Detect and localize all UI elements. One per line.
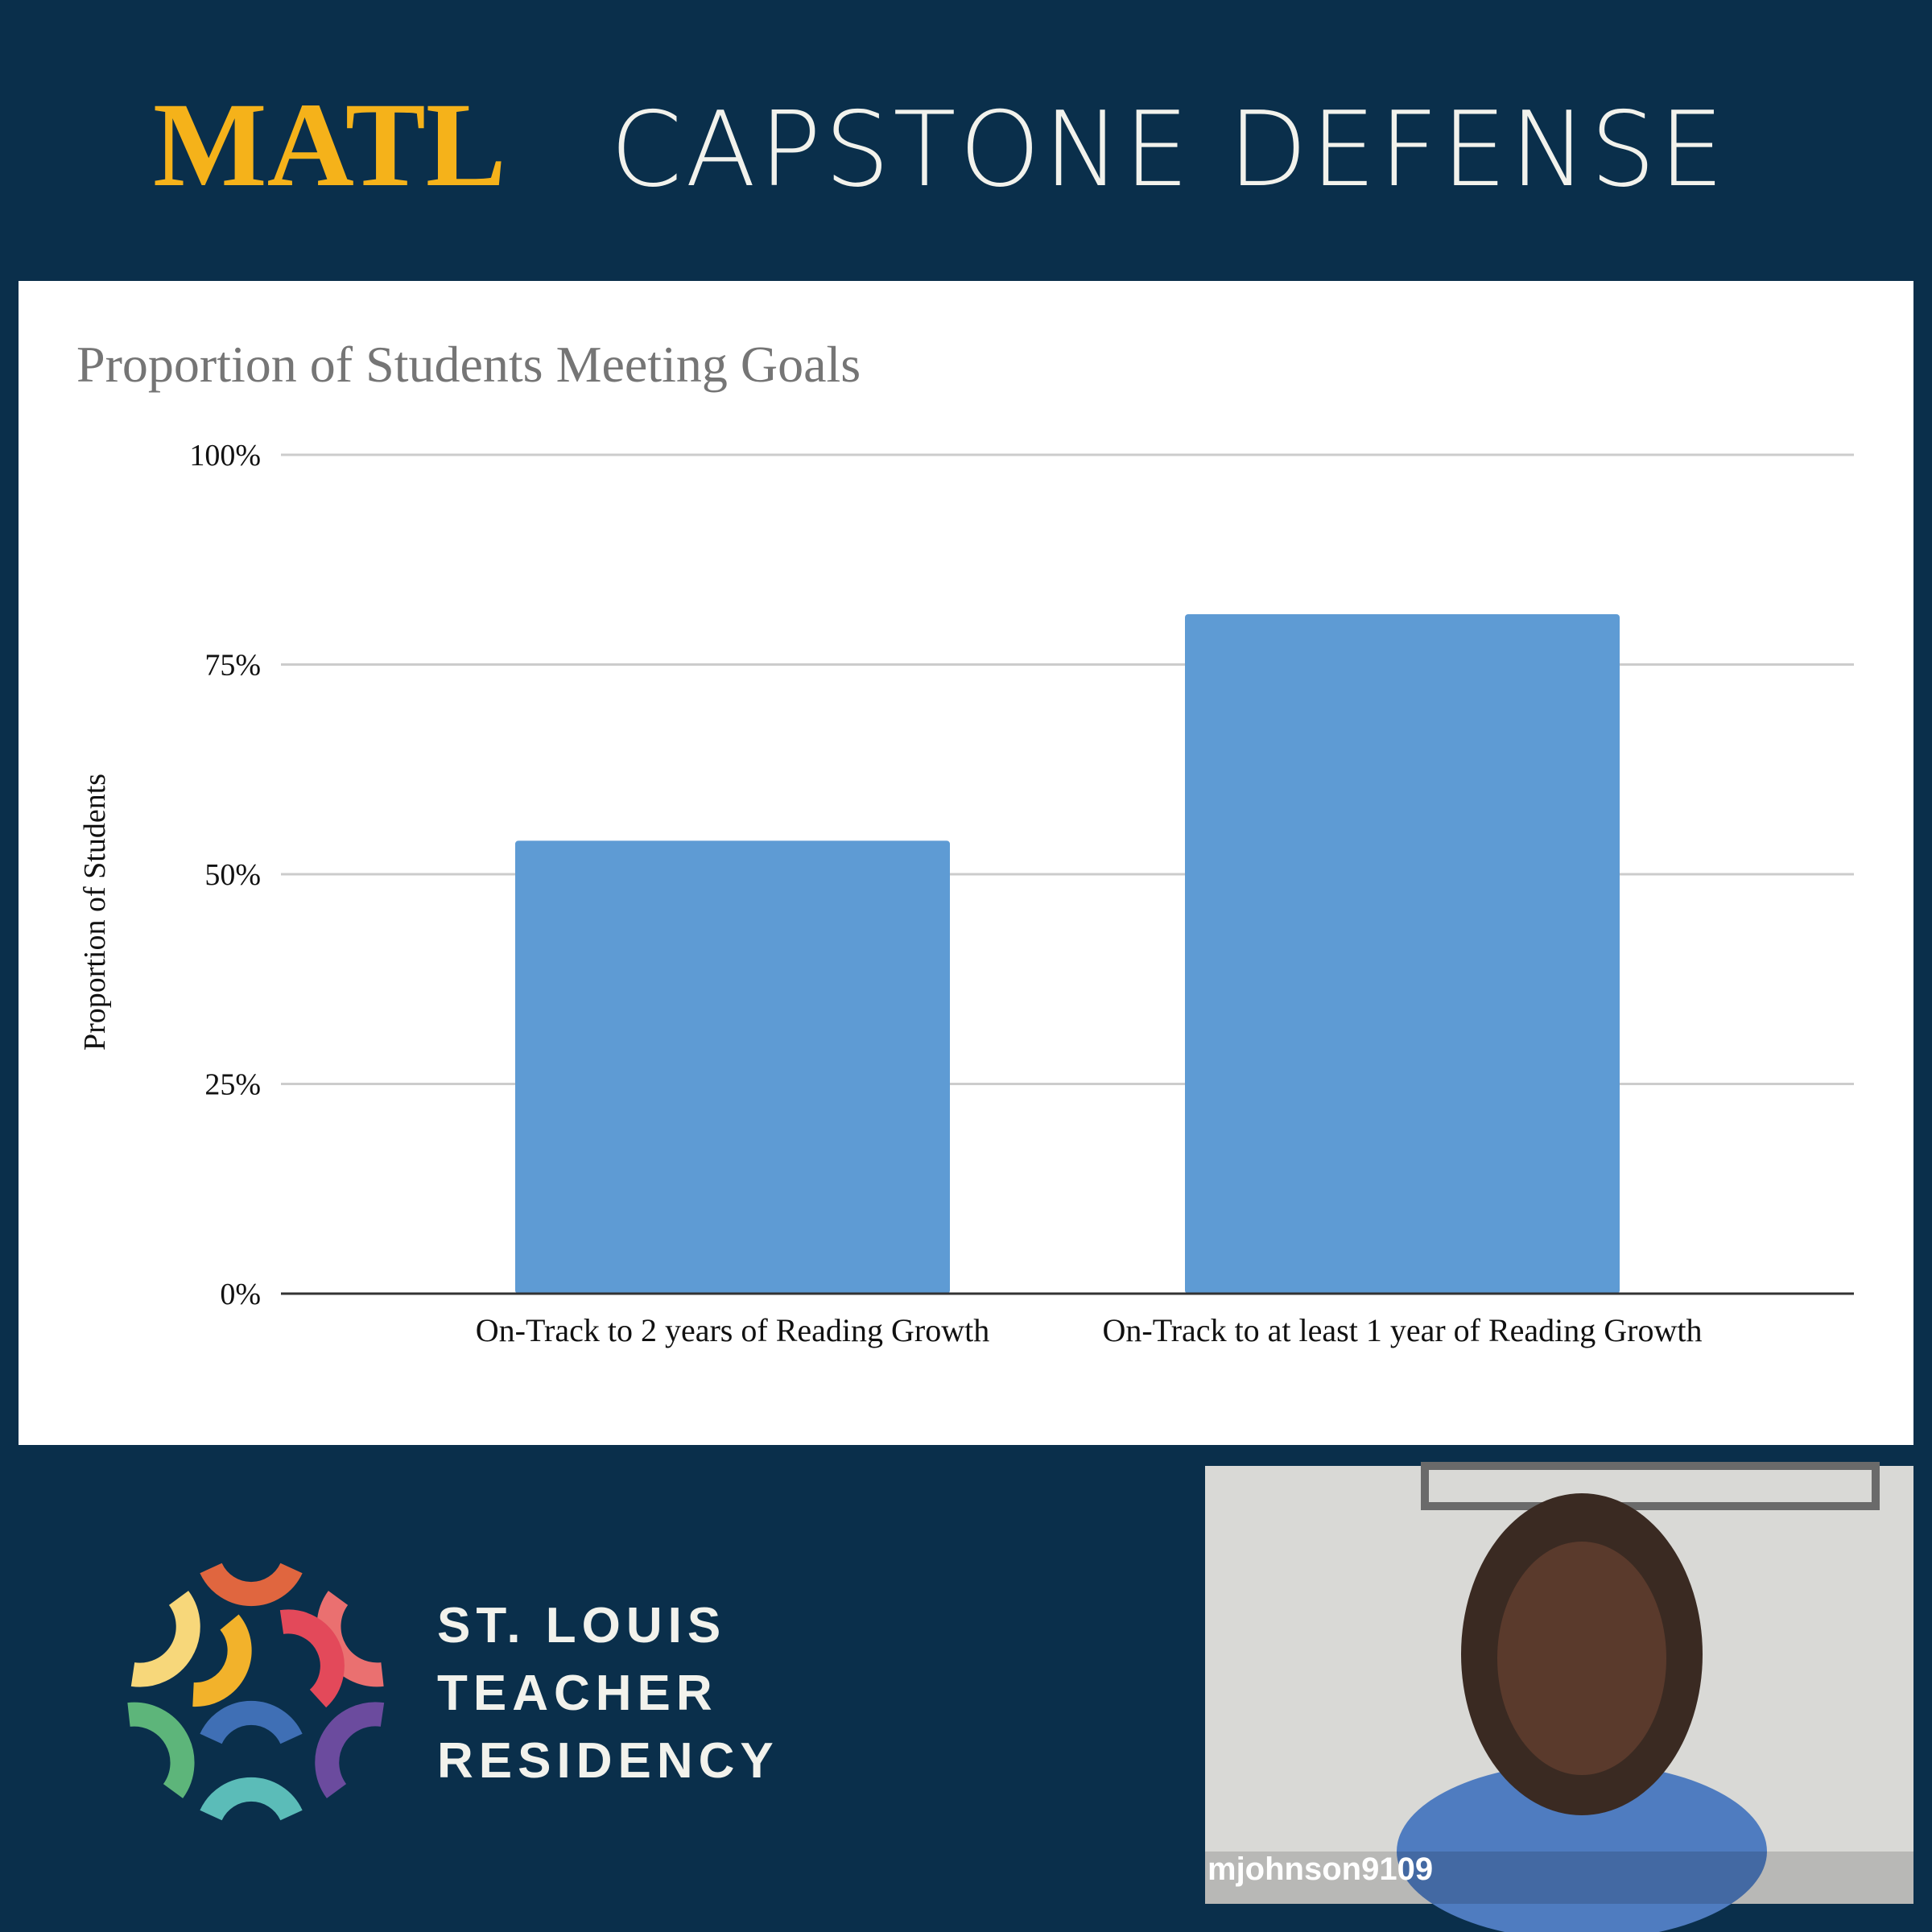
logo bbox=[127, 1563, 385, 1821]
logo-text: ST. LOUIS bbox=[437, 1598, 726, 1653]
chart-title: Proportion of Students Meeting Goals bbox=[76, 336, 861, 393]
video-frame-art bbox=[1421, 1462, 1880, 1510]
bar bbox=[515, 840, 950, 1294]
y-tick-label: 75% bbox=[204, 649, 261, 683]
logo-arc bbox=[200, 1563, 303, 1607]
y-axis-label: Proportion of Students bbox=[78, 774, 112, 1051]
video-name-bar bbox=[1205, 1852, 1913, 1904]
logo-arc bbox=[192, 1614, 252, 1707]
y-tick-label: 100% bbox=[189, 439, 261, 473]
logo-arc bbox=[315, 1702, 385, 1798]
logo-arc bbox=[200, 1700, 303, 1744]
logo-arc bbox=[200, 1777, 303, 1821]
video-shirt bbox=[1397, 1763, 1767, 1932]
logo-arc bbox=[127, 1702, 195, 1798]
video-face bbox=[1497, 1542, 1666, 1775]
y-tick-label: 25% bbox=[204, 1068, 261, 1102]
video-username: mjohnson9109 bbox=[1208, 1852, 1433, 1887]
y-tick-label: 0% bbox=[220, 1278, 261, 1311]
logo-arc bbox=[279, 1609, 345, 1708]
video-feed: mjohnson9109 bbox=[1205, 1462, 1913, 1932]
x-tick-label: On-Track to 2 years of Reading Growth bbox=[475, 1312, 990, 1348]
header-title: CAPSTONE DEFENSE bbox=[610, 90, 1727, 210]
logo-text: TEACHER bbox=[437, 1666, 718, 1721]
logo-arc bbox=[130, 1591, 200, 1687]
bar bbox=[1185, 613, 1620, 1294]
x-tick-label: On-Track to at least 1 year of Reading G… bbox=[1102, 1312, 1703, 1348]
y-tick-label: 50% bbox=[204, 858, 261, 892]
logo-text: RESIDENCY bbox=[437, 1733, 779, 1789]
header-accent: MATL bbox=[153, 78, 506, 212]
